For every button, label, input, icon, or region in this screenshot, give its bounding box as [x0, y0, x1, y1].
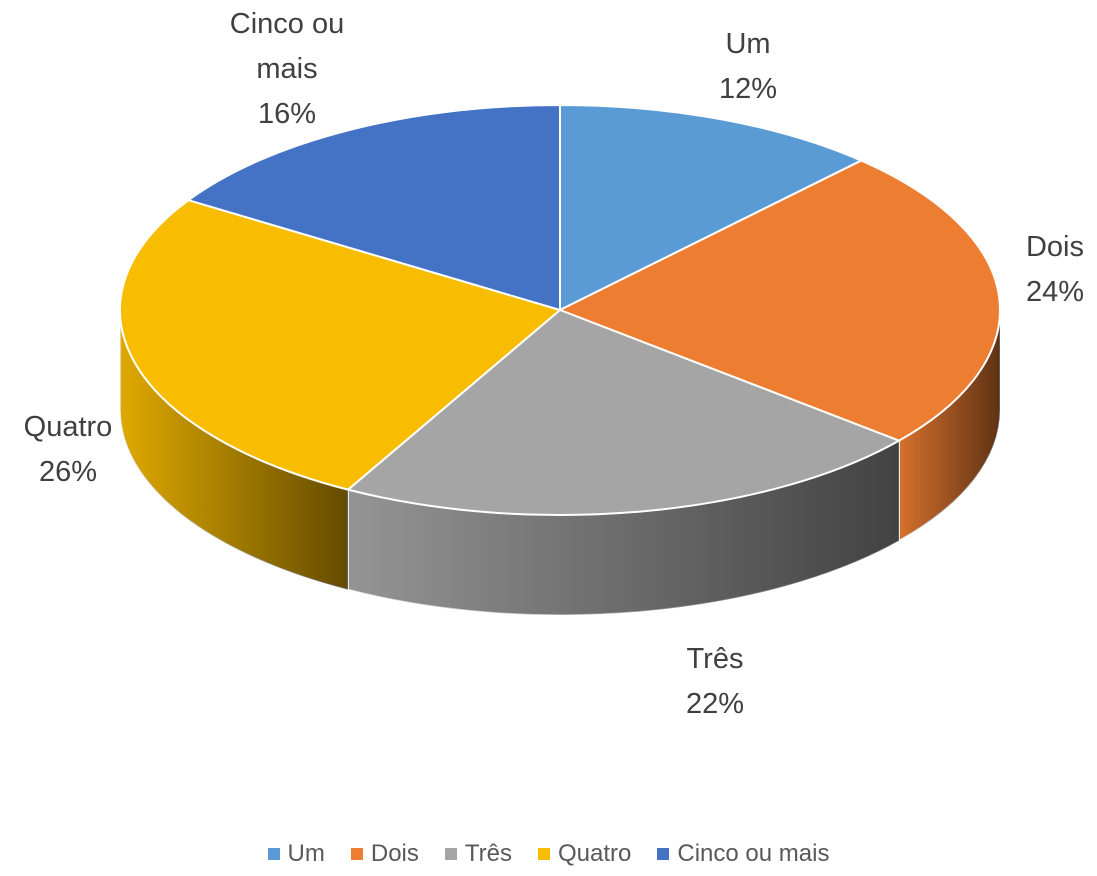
data-label-value: 26% — [38, 456, 98, 488]
data-label: Dois 24% — [980, 225, 1097, 315]
legend-item: Quatro — [538, 840, 631, 868]
data-label-category: Dois — [1025, 231, 1084, 263]
legend-item: Cinco ou mais — [657, 840, 829, 868]
data-label-category: Um — [725, 28, 771, 60]
legend-label: Um — [287, 840, 325, 867]
legend-swatch — [350, 848, 363, 860]
legend-label: Quatro — [558, 840, 632, 867]
legend-swatch — [267, 848, 280, 860]
legend-swatch — [538, 848, 550, 860]
data-label-category: Quatro — [23, 411, 113, 443]
data-label: Cinco ou mais 16% — [212, 2, 362, 137]
legend: Um Dois Três Quatro Cinco ou mais — [0, 840, 1097, 868]
data-label: Quatro 26% — [0, 405, 143, 495]
legend-swatch — [444, 848, 457, 860]
legend-item: Três — [444, 840, 512, 868]
data-label-category: Cinco ou mais — [229, 8, 345, 85]
data-label-value: 24% — [1025, 276, 1085, 308]
slice-side-shade — [348, 440, 900, 615]
data-label-value: 22% — [685, 688, 745, 720]
slice — [559, 103, 864, 312]
data-label-value: 12% — [718, 73, 778, 105]
legend-label: Cinco ou mais — [677, 840, 830, 867]
slice — [119, 199, 563, 491]
legend-label: Três — [464, 840, 512, 867]
legend-item: Um — [267, 840, 325, 868]
slice-side-shade — [120, 310, 349, 590]
slice — [557, 159, 1001, 442]
slice — [186, 103, 561, 312]
data-label: Um 12% — [673, 22, 823, 112]
slice — [345, 308, 902, 516]
data-label: Três 22% — [640, 637, 790, 727]
legend-item: Dois — [350, 840, 419, 868]
slice-side-shade — [899, 310, 1000, 541]
legend-swatch — [657, 848, 670, 860]
legend-label: Dois — [370, 840, 419, 867]
data-label-value: 16% — [257, 98, 317, 130]
data-label-category: Três — [686, 643, 744, 675]
